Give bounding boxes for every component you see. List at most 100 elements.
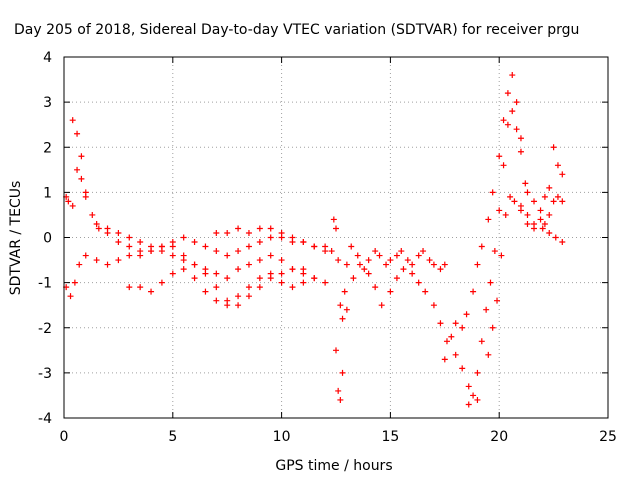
data-point xyxy=(180,266,187,273)
data-point xyxy=(437,320,444,327)
x-tick-label: 25 xyxy=(599,429,617,445)
data-point xyxy=(74,130,81,137)
data-point xyxy=(148,288,155,295)
data-point xyxy=(485,351,492,358)
data-point xyxy=(350,275,357,282)
data-point xyxy=(463,311,470,318)
x-tick-label: 20 xyxy=(490,429,508,445)
data-point xyxy=(245,293,252,300)
data-point xyxy=(300,279,307,286)
data-point xyxy=(400,266,407,273)
data-point xyxy=(267,225,274,232)
data-point xyxy=(333,225,339,232)
ticks-layer: 0 5 10 15 20 25 -4 -3 -2 -1 0 1 2 3 4 xyxy=(38,50,617,445)
data-point xyxy=(517,135,524,142)
data-point xyxy=(522,180,529,187)
data-point xyxy=(169,270,176,277)
data-point xyxy=(452,320,459,327)
data-points-layer xyxy=(63,72,566,408)
data-point xyxy=(494,297,501,304)
data-point xyxy=(180,257,187,264)
y-axis-label: SDTVAR / TECUs xyxy=(8,181,24,296)
data-point xyxy=(478,243,485,250)
data-point xyxy=(437,266,444,273)
data-point xyxy=(470,288,477,295)
data-point xyxy=(337,302,344,309)
data-point xyxy=(393,275,400,282)
data-point xyxy=(546,229,553,236)
data-point xyxy=(126,284,133,291)
data-point xyxy=(69,117,76,124)
data-point xyxy=(343,306,350,313)
data-point xyxy=(372,248,379,255)
data-point xyxy=(356,261,363,268)
data-point xyxy=(256,284,263,291)
data-point xyxy=(69,202,76,209)
data-point xyxy=(496,207,503,214)
data-point xyxy=(365,257,372,264)
data-point xyxy=(104,225,111,232)
data-point xyxy=(213,284,220,291)
data-point xyxy=(267,252,274,259)
data-point xyxy=(78,175,85,182)
data-point xyxy=(489,189,496,196)
data-point xyxy=(383,261,390,268)
data-point xyxy=(507,193,514,200)
data-point xyxy=(235,302,242,309)
data-point xyxy=(289,234,296,241)
data-point xyxy=(426,257,433,264)
x-axis-label: GPS time / hours xyxy=(275,458,392,474)
data-point xyxy=(409,270,416,277)
data-point xyxy=(78,153,85,160)
data-point xyxy=(420,248,427,255)
data-point xyxy=(278,257,285,264)
data-point xyxy=(478,338,485,345)
data-point xyxy=(372,284,379,291)
x-tick-label: 0 xyxy=(60,429,69,445)
data-point xyxy=(500,117,507,124)
data-point xyxy=(137,284,144,291)
data-point xyxy=(169,243,176,250)
data-point xyxy=(278,279,285,286)
data-point xyxy=(202,288,209,295)
data-point xyxy=(483,306,490,313)
data-point xyxy=(82,252,89,259)
data-series xyxy=(126,266,318,309)
data-point xyxy=(496,153,503,160)
data-point xyxy=(158,279,165,286)
data-point xyxy=(245,284,252,291)
y-tick-label: 0 xyxy=(43,231,52,247)
data-point xyxy=(126,243,133,250)
data-point xyxy=(339,369,346,376)
data-point xyxy=(443,338,450,345)
data-point xyxy=(387,288,394,295)
x-tick-label: 15 xyxy=(381,429,399,445)
data-point xyxy=(552,234,559,241)
data-point xyxy=(191,275,198,282)
x-tick-label: 5 xyxy=(168,429,177,445)
data-point xyxy=(465,401,472,408)
data-point xyxy=(245,261,252,268)
data-point xyxy=(328,248,335,255)
data-point xyxy=(235,248,242,255)
data-point xyxy=(459,365,466,372)
data-series xyxy=(465,108,529,408)
data-point xyxy=(474,396,481,403)
data-point xyxy=(256,257,263,264)
data-point xyxy=(115,239,122,246)
data-series xyxy=(213,225,329,255)
data-series xyxy=(330,216,448,322)
data-point xyxy=(235,293,242,300)
data-point xyxy=(524,189,531,196)
data-point xyxy=(500,162,507,169)
data-point xyxy=(256,225,263,232)
data-point xyxy=(89,211,96,218)
data-point xyxy=(354,252,361,259)
data-point xyxy=(256,275,263,282)
data-point xyxy=(531,220,538,227)
data-point xyxy=(93,220,100,227)
data-point xyxy=(513,99,520,106)
data-point xyxy=(235,266,242,273)
data-point xyxy=(126,234,133,241)
y-tick-label: 3 xyxy=(43,95,52,111)
